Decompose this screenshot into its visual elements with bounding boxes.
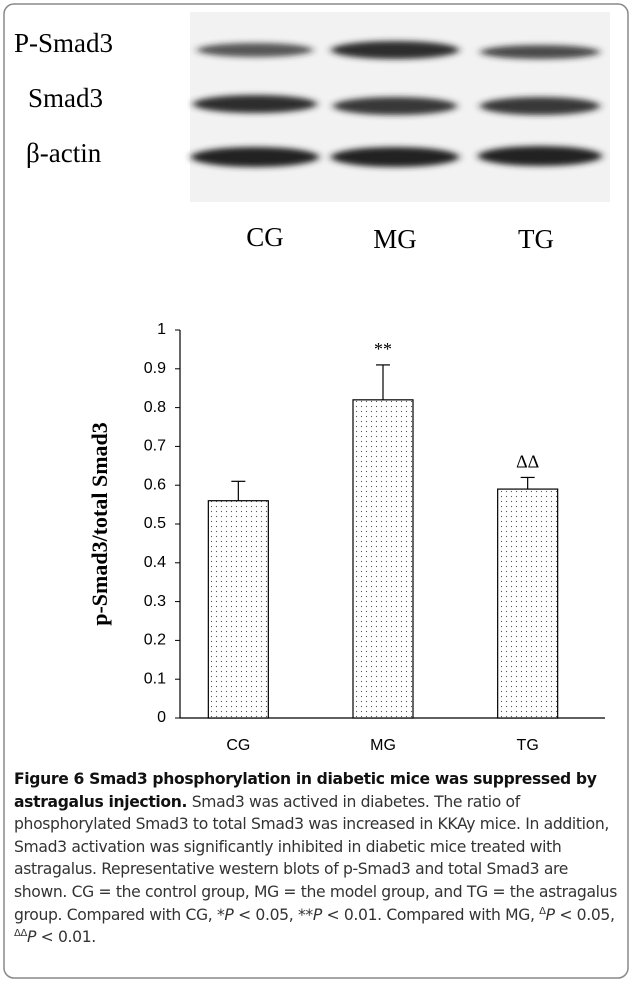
bar [498, 489, 558, 718]
y-tick-label: 0.5 [144, 515, 166, 532]
y-tick-label: 0.2 [144, 632, 166, 649]
bar [208, 501, 268, 718]
caption-text: < 0.05, [555, 906, 615, 924]
blot-row-label: β-actin [26, 138, 102, 168]
error-bar [376, 365, 390, 400]
caption-text: < 0.01. [36, 928, 96, 946]
y-tick-label: 0.4 [144, 554, 166, 571]
y-tick-label: 0.1 [144, 670, 166, 687]
significance-mark: ** [374, 339, 392, 359]
blot-row-label: P-Smad3 [14, 28, 113, 58]
caption-text: Smad3 was actived in diabetes. The ratio… [14, 793, 617, 924]
lane-label: TG [518, 224, 554, 254]
caption-text: < 0.05, ** [233, 906, 312, 924]
lane-label: CG [246, 222, 284, 252]
x-tick-label: MG [370, 737, 396, 754]
caption-text: P [27, 928, 36, 946]
y-tick-label: 0.9 [144, 360, 166, 377]
caption-text: P [313, 906, 322, 924]
error-bar [521, 477, 535, 489]
caption-text: ΔΔ [14, 928, 27, 939]
y-tick-label: 0.8 [144, 399, 166, 416]
y-tick-label: 0 [157, 709, 166, 726]
y-tick-label: 1 [157, 321, 166, 338]
y-tick-label: 0.7 [144, 438, 166, 455]
y-tick-label: 0.3 [144, 593, 166, 610]
caption-text: < 0.01. Compared with MG, [322, 906, 539, 924]
y-tick-label: 0.6 [144, 476, 166, 493]
caption: Figure 6 Smad3 phosphorylation in diabet… [14, 768, 620, 949]
blot-row-label: Smad3 [28, 83, 103, 113]
x-tick-label: CG [226, 737, 250, 754]
lane-label: MG [373, 224, 417, 254]
error-bar [231, 481, 245, 500]
y-axis-title: p-Smad3/total Smad3 [87, 422, 112, 626]
bar [353, 400, 413, 718]
caption-text: P [546, 906, 555, 924]
blot-image [190, 12, 610, 202]
figure: P-Smad3 Smad3 β-actin CG MG TG p-Smad3/t… [0, 0, 633, 983]
x-tick-label: TG [517, 737, 539, 754]
significance-mark: ΔΔ [516, 452, 539, 472]
